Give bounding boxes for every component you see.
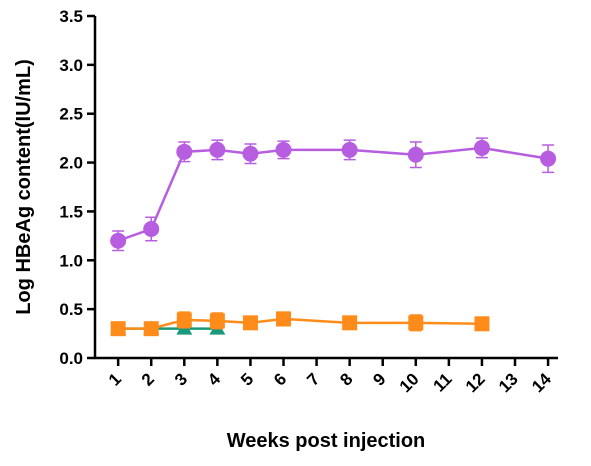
x-tick-label: 10	[396, 369, 423, 396]
x-tick-label: 14	[528, 369, 555, 396]
y-tick-label: 2.0	[59, 154, 83, 173]
x-tick-label: 13	[495, 369, 522, 396]
point	[143, 221, 160, 238]
y-tick-label: 1.5	[59, 202, 83, 221]
x-tick-label: 2	[138, 369, 158, 389]
y-tick-label: 0.5	[59, 300, 83, 319]
point	[275, 141, 292, 158]
x-axis-title: Weeks post injection	[227, 430, 426, 452]
point	[342, 315, 358, 331]
x-tick-label: 4	[204, 369, 225, 390]
x-tick-label: 8	[336, 369, 356, 389]
point	[209, 313, 225, 329]
x-tick-label: 6	[270, 369, 290, 389]
point	[276, 311, 292, 327]
x-tick-label: 12	[462, 369, 489, 396]
point	[407, 146, 424, 163]
x-tick-label: 7	[303, 369, 323, 389]
point	[143, 321, 159, 337]
point	[242, 145, 259, 162]
point	[209, 141, 226, 158]
y-tick-label: 2.5	[59, 105, 83, 124]
y-axis-title: Log HBeAg content(IU/mL)	[13, 59, 35, 315]
y-tick-label: 3.5	[59, 7, 83, 26]
point	[110, 321, 126, 337]
x-tick-label: 5	[237, 369, 257, 389]
point	[176, 312, 192, 328]
point	[474, 316, 490, 332]
point	[341, 141, 358, 158]
point	[110, 232, 127, 249]
point	[408, 315, 424, 331]
x-tick-label: 11	[430, 369, 456, 395]
x-tick-label: 1	[105, 369, 125, 389]
point	[242, 315, 258, 331]
point	[540, 150, 557, 167]
x-tick-label: 3	[171, 369, 191, 389]
series-line	[118, 317, 482, 330]
x-tick-label: 9	[369, 369, 389, 389]
y-tick-label: 3.0	[59, 56, 83, 75]
point	[473, 139, 490, 156]
y-tick-label: 0.0	[59, 349, 83, 368]
series-line	[117, 146, 549, 242]
y-tick-label: 1.0	[59, 251, 83, 270]
point	[176, 143, 193, 160]
